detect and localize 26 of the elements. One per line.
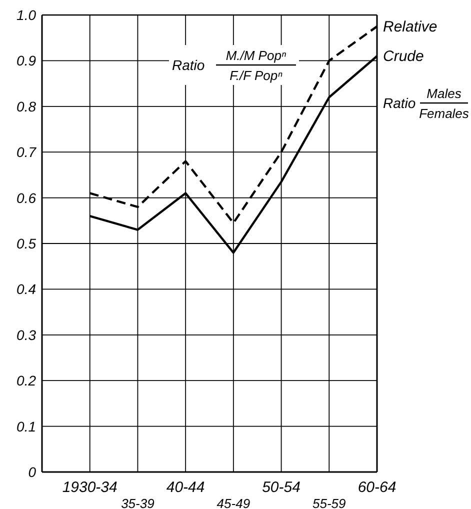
x-tick-label: 60-64 (358, 479, 396, 496)
x-tick-label: 35-39 (121, 496, 154, 509)
annotation: Ratio (172, 57, 205, 73)
y-tick-label: 0.6 (16, 190, 36, 206)
y-tick-label: 0.1 (16, 418, 36, 434)
x-tick-label: 55-59 (312, 496, 346, 509)
annotation: M./M Popⁿ (226, 48, 286, 63)
y-tick-label: 0.2 (16, 372, 36, 389)
x-tick-label: 50-54 (262, 479, 300, 496)
text: Females (419, 106, 470, 121)
y-tick-label: 0.3 (16, 326, 36, 343)
y-tick-label: 1.0 (16, 7, 36, 23)
y-tick-label: 0.8 (16, 98, 36, 114)
y-tick-label: 0 (28, 464, 36, 480)
y-tick-label: 0.7 (16, 144, 38, 160)
y-tick-label: 0.9 (16, 52, 36, 69)
x-tick-label: 40-44 (166, 479, 205, 496)
y-tick-label: 0.4 (16, 281, 36, 298)
x-tick-label: 1930-34 (62, 479, 118, 496)
y-tick-label: 0.5 (16, 236, 36, 252)
series-label: Crude (383, 48, 424, 66)
text: Ratio (383, 95, 416, 111)
text: Males (426, 86, 462, 101)
annotation: F./F Popⁿ (230, 68, 283, 83)
series-label: Relative (383, 18, 438, 36)
x-tick-label: 45-49 (216, 496, 250, 509)
